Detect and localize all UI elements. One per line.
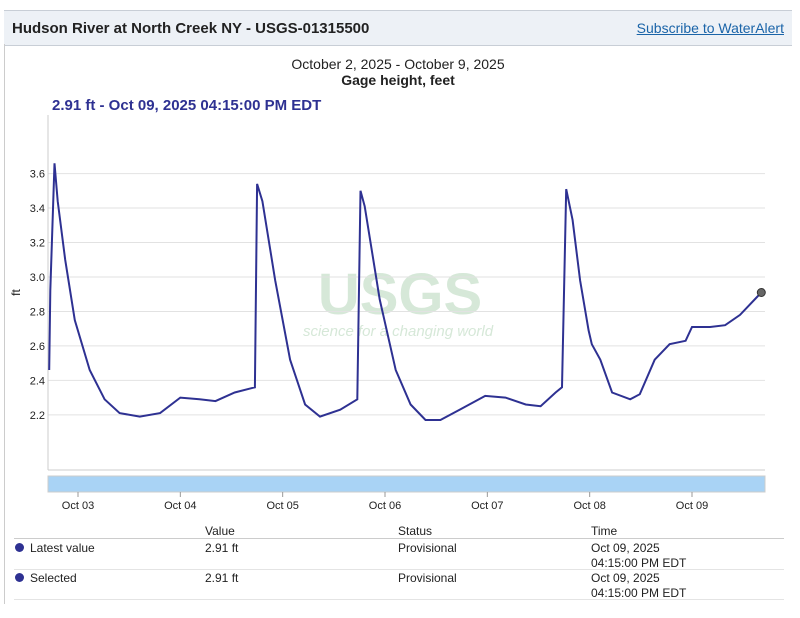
x-tick-label: Oct 07 — [471, 500, 503, 512]
legend-dot — [15, 573, 24, 582]
y-tick-label: 2.2 — [30, 410, 45, 422]
header: Hudson River at North Creek NY - USGS-01… — [4, 10, 792, 46]
x-tick-label: Oct 05 — [266, 500, 298, 512]
column-header: Status — [398, 524, 433, 538]
row-time: 04:15:00 PM EDT — [591, 586, 687, 600]
y-tick-label: 3.0 — [30, 272, 45, 284]
x-tick-label: Oct 09 — [676, 500, 708, 512]
row-date: Oct 09, 2025 — [591, 571, 660, 585]
tooltip-label: 2.91 ft - Oct 09, 2025 04:15:00 PM EDT — [52, 97, 321, 114]
row-divider — [14, 569, 784, 570]
legend-dot — [15, 543, 24, 552]
chart-title: Gage height, feet — [341, 72, 455, 88]
x-tick-label: Oct 04 — [164, 500, 196, 512]
y-tick-label: 3.4 — [30, 203, 45, 215]
y-axis-label: ft — [9, 289, 23, 296]
row-status: Provisional — [398, 541, 457, 555]
row-time: 04:15:00 PM EDT — [591, 556, 687, 570]
row-status: Provisional — [398, 571, 457, 585]
y-tick-label: 2.4 — [30, 375, 45, 387]
column-header: Value — [205, 524, 235, 538]
row-name: Latest value — [30, 541, 95, 555]
row-value: 2.91 ft — [205, 541, 239, 555]
x-tick-label: Oct 06 — [369, 500, 401, 512]
series-line — [48, 163, 763, 421]
subtitle: October 2, 2025 - October 9, 2025 — [291, 56, 504, 72]
x-tick-label: Oct 08 — [573, 500, 605, 512]
watermark-tagline: science for a changing world — [303, 323, 494, 340]
x-tick-label: Oct 03 — [62, 500, 94, 512]
subscribe-link[interactable]: Subscribe to WaterAlert — [636, 20, 784, 36]
row-name: Selected — [30, 571, 77, 585]
column-header: Time — [591, 524, 618, 538]
row-divider — [14, 538, 784, 539]
row-divider — [14, 599, 784, 600]
watermark: USGS — [318, 262, 482, 327]
navigator — [47, 475, 766, 493]
site-title: Hudson River at North Creek NY - USGS-01… — [12, 20, 370, 37]
row-date: Oct 09, 2025 — [591, 541, 660, 555]
y-tick-label: 2.6 — [30, 341, 45, 353]
y-tick-label: 2.8 — [30, 306, 45, 318]
y-tick-label: 3.2 — [30, 238, 45, 250]
selected-point — [756, 288, 766, 297]
y-tick-label: 3.6 — [30, 169, 45, 181]
row-value: 2.91 ft — [205, 571, 239, 585]
frame-edge — [4, 44, 5, 604]
